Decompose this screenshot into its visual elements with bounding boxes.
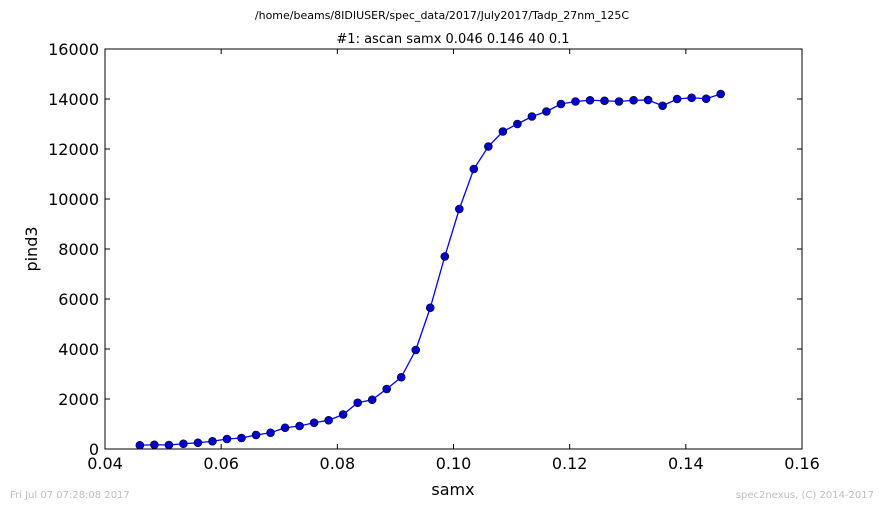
- data-point: [585, 95, 595, 105]
- data-point: [338, 410, 348, 419]
- data-point: [150, 440, 159, 450]
- x-tick-label: 0.04: [87, 454, 123, 473]
- data-point: [425, 303, 435, 313]
- data-point: [440, 252, 450, 261]
- y-tick-label: 16000: [48, 40, 99, 59]
- y-tick-label: 0: [89, 440, 99, 459]
- data-point: [222, 434, 232, 444]
- data-point: [614, 97, 624, 106]
- data-point: [629, 95, 638, 105]
- x-axis-label: samx: [431, 480, 474, 499]
- data-point: [251, 430, 261, 440]
- data-point: [484, 142, 493, 151]
- data-point: [353, 398, 362, 408]
- data-point: [513, 119, 522, 129]
- data-point: [367, 395, 377, 405]
- data-point: [179, 439, 188, 449]
- data-point: [527, 112, 537, 121]
- x-tick-label: 0.10: [436, 454, 472, 473]
- y-tick-label: 4000: [58, 340, 99, 359]
- y-tick-label: 14000: [48, 90, 99, 109]
- data-point: [672, 94, 682, 104]
- y-tick-label: 6000: [58, 290, 99, 309]
- data-point: [469, 164, 479, 174]
- data-point: [455, 204, 464, 214]
- x-tick-label: 0.12: [552, 454, 588, 473]
- data-point: [600, 96, 609, 106]
- x-tick-label: 0.14: [668, 454, 704, 473]
- x-tick-label: 0.16: [784, 454, 820, 473]
- footer-copyright: spec2nexus, (C) 2014-2017: [736, 490, 874, 501]
- y-axis-ticks: 0 2000 4000 6000 8000 10000 12000 14000 16000: [48, 40, 802, 459]
- data-point: [280, 423, 290, 433]
- data-point: [295, 421, 304, 431]
- y-tick-label: 8000: [58, 240, 99, 259]
- chart-title: #1: ascan samx 0.046 0.146 40 0.1: [336, 32, 569, 47]
- y-tick-label: 10000: [48, 190, 99, 209]
- plot-area: [104, 48, 803, 450]
- data-point: [658, 101, 667, 111]
- x-tick-label: 0.08: [320, 454, 356, 473]
- data-point: [208, 436, 217, 446]
- series-markers: [135, 89, 725, 450]
- y-tick-label: 12000: [48, 140, 99, 159]
- data-point: [556, 99, 566, 109]
- data-point: [498, 127, 508, 136]
- data-point: [643, 95, 653, 105]
- x-tick-label: 0.06: [203, 454, 239, 473]
- data-point: [193, 438, 203, 448]
- data-point: [396, 372, 406, 382]
- data-point: [542, 107, 551, 116]
- x-axis-ticks: 0.04 0.06 0.08 0.10 0.12 0.14 0.16: [87, 49, 820, 473]
- data-point: [266, 428, 275, 438]
- data-point: [687, 93, 696, 103]
- data-point: [309, 418, 319, 428]
- data-point: [701, 94, 711, 104]
- data-point: [411, 345, 421, 355]
- data-point: [716, 89, 725, 99]
- data-point: [324, 415, 333, 425]
- data-point: [571, 97, 580, 106]
- data-point: [237, 433, 246, 443]
- data-point: [135, 440, 145, 450]
- data-point: [164, 440, 174, 450]
- chart-suptitle: /home/beams/8IDIUSER/spec_data/2017/July…: [255, 9, 630, 22]
- y-axis-label: pind3: [22, 226, 41, 271]
- footer-timestamp: Fri Jul 07 07:28:08 2017: [10, 490, 130, 501]
- y-tick-label: 2000: [58, 390, 99, 409]
- data-point: [382, 384, 392, 394]
